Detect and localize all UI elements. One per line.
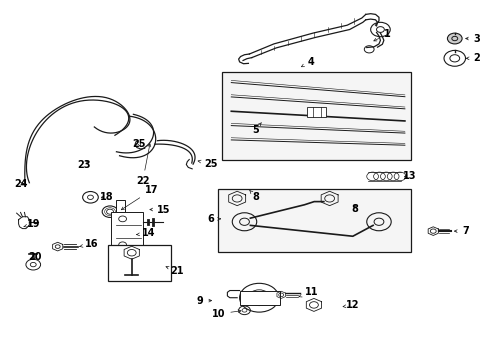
Bar xyxy=(111,212,143,256)
Text: 2: 2 xyxy=(466,53,479,63)
Bar xyxy=(306,107,325,117)
Bar xyxy=(116,200,125,212)
Text: 3: 3 xyxy=(465,33,479,44)
Circle shape xyxy=(447,33,461,44)
Text: 15: 15 xyxy=(150,204,170,215)
Text: 22: 22 xyxy=(136,144,150,186)
Text: 12: 12 xyxy=(343,300,359,310)
Text: 13: 13 xyxy=(402,171,416,181)
Bar xyxy=(239,291,279,305)
Text: 7: 7 xyxy=(453,226,468,236)
Text: 19: 19 xyxy=(23,219,40,229)
Text: 1: 1 xyxy=(373,29,390,41)
Text: 25: 25 xyxy=(198,159,218,169)
Text: 24: 24 xyxy=(14,179,27,189)
Text: 10: 10 xyxy=(211,309,241,319)
Text: 18: 18 xyxy=(100,192,113,202)
Text: 5: 5 xyxy=(251,123,261,135)
Text: 8: 8 xyxy=(249,190,259,202)
Text: 21: 21 xyxy=(165,266,183,276)
Bar xyxy=(222,72,410,160)
Text: 4: 4 xyxy=(301,57,313,67)
Text: 11: 11 xyxy=(298,287,318,297)
Text: 17: 17 xyxy=(121,185,158,210)
Text: 9: 9 xyxy=(196,296,211,306)
Text: 25: 25 xyxy=(132,139,146,149)
Text: 6: 6 xyxy=(207,214,220,224)
Text: 16: 16 xyxy=(80,239,99,249)
Text: 23: 23 xyxy=(77,159,91,170)
Bar xyxy=(217,189,410,252)
Text: 8: 8 xyxy=(351,204,358,214)
Bar xyxy=(107,245,171,281)
Text: 14: 14 xyxy=(136,228,156,238)
Text: 20: 20 xyxy=(28,252,42,262)
